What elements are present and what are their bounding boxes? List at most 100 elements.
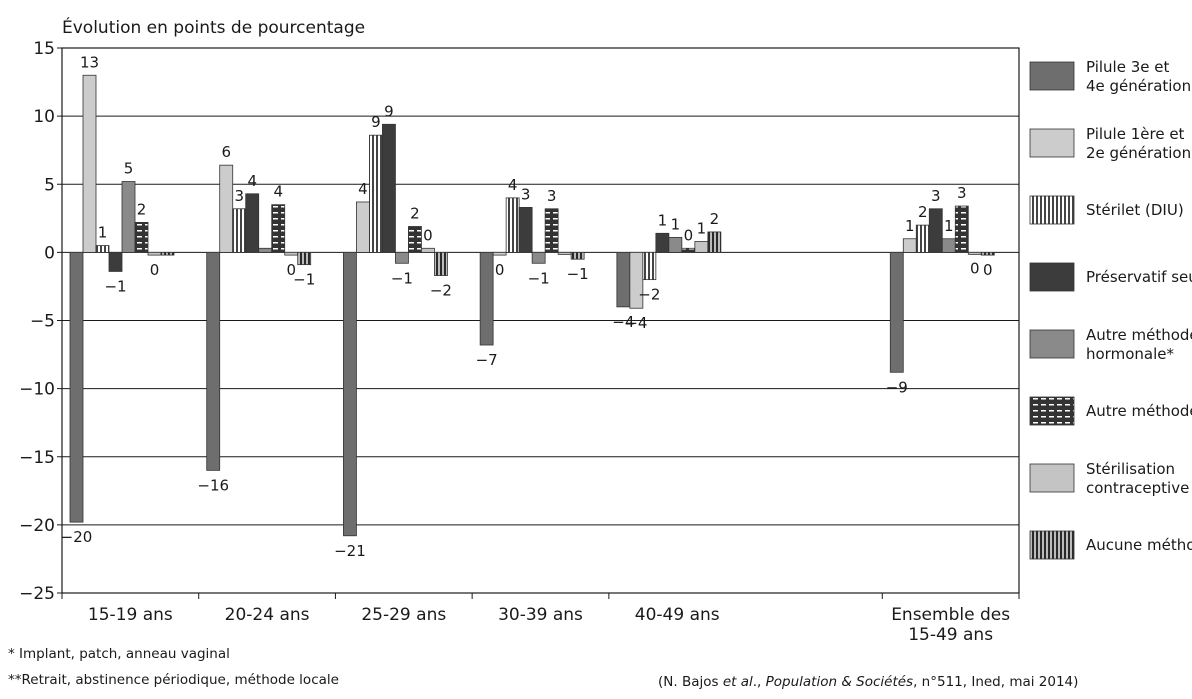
data-label-s3-c3: 3 bbox=[521, 185, 531, 203]
bar-s1-c3 bbox=[492, 251, 507, 256]
legend-label-5: Autre méthode** bbox=[1086, 402, 1192, 420]
footnote-hormonal: * Implant, patch, anneau vaginal bbox=[8, 646, 230, 662]
bar-s0-c3 bbox=[479, 251, 494, 346]
legend-swatch-1 bbox=[1029, 128, 1075, 158]
bar-s5-c0 bbox=[134, 221, 149, 253]
data-label-s1-c4: −4 bbox=[625, 314, 647, 332]
source-part-3: ., bbox=[752, 674, 766, 690]
x-tick-label-3: 30-39 ans bbox=[498, 605, 583, 625]
x-tick-label-line: 20-24 ans bbox=[225, 605, 310, 625]
legend-label-line: Préservatif seul bbox=[1086, 268, 1192, 286]
bar-s6-c2 bbox=[421, 247, 435, 253]
bar-s0-c0 bbox=[69, 251, 84, 523]
x-tick-label-2: 25-29 ans bbox=[361, 605, 446, 625]
legend-label-line: Pilule 3e et bbox=[1086, 58, 1169, 76]
bar-s6-c1 bbox=[284, 251, 299, 256]
y-tick-label-4: −5 bbox=[30, 312, 55, 332]
bar-s7-c2 bbox=[434, 251, 448, 276]
bar-s3-c4 bbox=[655, 232, 670, 253]
x-tick-label-line: Ensemble des bbox=[891, 605, 1010, 625]
bar-s3-c1 bbox=[245, 193, 260, 253]
data-label-s6-c5: 0 bbox=[970, 260, 980, 278]
y-tick-label-8: −25 bbox=[19, 584, 55, 604]
bar-s7-c5 bbox=[980, 251, 995, 256]
legend-label-line: Stérilisation bbox=[1086, 460, 1175, 478]
data-label-s3-c1: 4 bbox=[247, 172, 257, 190]
legend-swatch-2 bbox=[1029, 195, 1075, 225]
bar-s5-c1 bbox=[271, 204, 286, 253]
data-label-s0-c2: −21 bbox=[334, 542, 366, 560]
bar-s3-c0 bbox=[108, 251, 123, 272]
data-label-s2-c0: 1 bbox=[98, 224, 108, 242]
bar-s7-c3 bbox=[570, 251, 585, 260]
data-label-s2-c1: 3 bbox=[234, 187, 244, 205]
data-label-s5-c5: 3 bbox=[957, 184, 967, 202]
chart: Évolution en points de pourcentage −2013… bbox=[19, 16, 1192, 640]
data-label-s0-c3: −7 bbox=[476, 351, 498, 369]
bar-s2-c2 bbox=[369, 134, 383, 253]
legend-label-line: Pilule 1ère et bbox=[1086, 125, 1185, 143]
x-tick-label-4: 40-49 ans bbox=[635, 605, 720, 625]
bar-s7-c0 bbox=[160, 251, 175, 256]
legend-label-7: Aucune méthode bbox=[1086, 536, 1192, 554]
bar-s0-c5 bbox=[889, 251, 904, 373]
data-label-s2-c3: 4 bbox=[508, 176, 518, 194]
footnote-other: **Retrait, abstinence périodique, méthod… bbox=[8, 672, 339, 688]
bar-s6-c3 bbox=[557, 251, 572, 255]
data-label-s1-c3: 0 bbox=[495, 261, 505, 279]
legend-swatch-5 bbox=[1029, 396, 1075, 426]
y-tick-label-0: 15 bbox=[33, 39, 55, 59]
legend-swatch-4 bbox=[1029, 329, 1075, 359]
bar-s6-c5 bbox=[967, 251, 982, 255]
bar-s6-c4 bbox=[694, 241, 709, 253]
bar-s2-c4 bbox=[642, 251, 657, 281]
bar-s2-c1 bbox=[232, 208, 247, 253]
data-label-s1-c0: 13 bbox=[80, 53, 99, 71]
data-label-s6-c0: 0 bbox=[150, 261, 160, 279]
legend-label-6: Stérilisation contraceptive bbox=[1086, 460, 1189, 497]
legend-label-line: 2e génération bbox=[1086, 144, 1191, 162]
y-axis-title: Évolution en points de pourcentage bbox=[62, 16, 365, 38]
x-tick-label-line: 15-49 ans bbox=[908, 625, 993, 640]
source-part-5: , n°511, Ined, mai 2014) bbox=[913, 674, 1079, 690]
data-label-s6-c2: 0 bbox=[423, 226, 433, 244]
data-label-s7-c5: 0 bbox=[983, 261, 993, 279]
data-label-s3-c2: 9 bbox=[384, 102, 394, 120]
bar-s4-c0 bbox=[121, 181, 136, 253]
legend-label-line: hormonale* bbox=[1086, 345, 1174, 363]
bar-s1-c1 bbox=[219, 164, 234, 253]
legend-label-line: Autre méthode** bbox=[1086, 402, 1192, 420]
y-tick-label-1: 10 bbox=[33, 107, 55, 127]
legend-swatch-0 bbox=[1029, 61, 1075, 91]
legend-label-line: Autre méthode bbox=[1086, 326, 1192, 344]
bar-s4-c2 bbox=[395, 251, 409, 264]
data-label-s5-c4: 0 bbox=[684, 226, 694, 244]
bar-s4-c4 bbox=[668, 236, 683, 253]
plot-frame bbox=[61, 47, 1020, 594]
bar-s1-c5 bbox=[902, 238, 917, 253]
bar-s4-c3 bbox=[531, 251, 546, 264]
data-label-s4-c0: 5 bbox=[124, 160, 134, 178]
bar-s0-c4 bbox=[616, 251, 631, 308]
data-label-s7-c1: −1 bbox=[293, 271, 315, 289]
data-label-s0-c0: −20 bbox=[61, 528, 93, 546]
bar-s6-c0 bbox=[147, 251, 162, 256]
data-label-s4-c4: 1 bbox=[671, 215, 681, 233]
data-label-s4-c2: −1 bbox=[391, 269, 413, 287]
y-tick-label-7: −20 bbox=[19, 516, 55, 536]
data-label-s5-c1: 4 bbox=[273, 183, 283, 201]
x-tick-label-line: 40-49 ans bbox=[635, 605, 720, 625]
data-label-s6-c4: 1 bbox=[697, 219, 707, 237]
y-tick-label-6: −15 bbox=[19, 448, 55, 468]
legend-swatch-6 bbox=[1029, 463, 1075, 493]
x-tick-label-5: Ensemble des 15-49 ans bbox=[891, 605, 1010, 640]
legend-label-line: Stérilet (DIU) bbox=[1086, 201, 1184, 219]
bar-s5-c4 bbox=[681, 247, 696, 253]
bar-s7-c4 bbox=[707, 231, 722, 253]
bar-s2-c5 bbox=[915, 224, 930, 253]
data-label-s2-c5: 2 bbox=[918, 203, 928, 221]
source-part-4: Population & Sociétés bbox=[765, 674, 914, 690]
data-label-s5-c2: 2 bbox=[410, 204, 420, 222]
x-tick-label-line: 25-29 ans bbox=[361, 605, 446, 625]
bar-s3-c2 bbox=[382, 123, 396, 253]
